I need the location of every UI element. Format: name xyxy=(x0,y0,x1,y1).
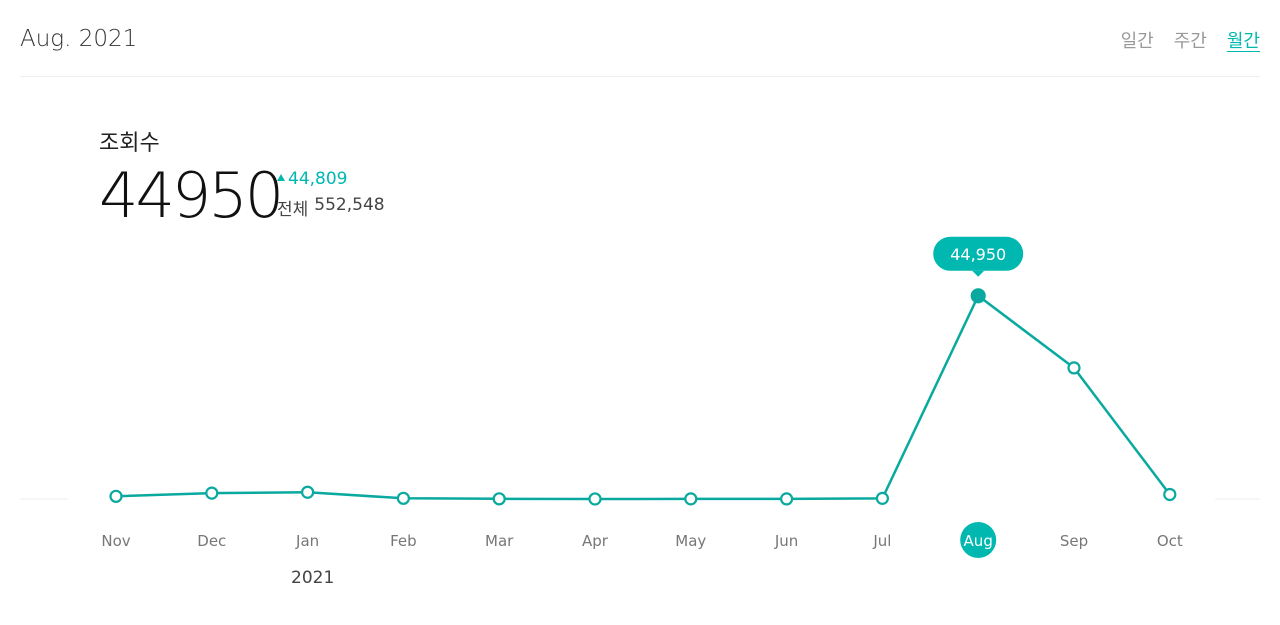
metric-total: 전체 552,548 xyxy=(277,195,385,220)
metric-total-value: 552,548 xyxy=(314,195,385,215)
metric-summary: 조회수 44950 44,809 전체 552,548 xyxy=(99,125,385,232)
x-tick-label-may: May xyxy=(675,532,706,550)
data-point-nov xyxy=(109,489,123,503)
data-point-oct xyxy=(1163,487,1177,502)
metric-side: 44,809 전체 552,548 xyxy=(277,169,385,220)
x-tick-label-nov: Nov xyxy=(101,532,130,550)
x-tick-label-apr: Apr xyxy=(582,532,609,550)
x-tick-label-jul: Jul xyxy=(872,532,891,550)
tab-weekly[interactable]: 주간 xyxy=(1173,31,1207,52)
tooltip-bubble xyxy=(933,236,1024,271)
metric-total-label: 전체 xyxy=(277,200,309,220)
data-point-aug xyxy=(970,288,986,304)
x-tick-label-sep: Sep xyxy=(1060,532,1088,550)
axis-year-label: 2021 xyxy=(291,568,335,588)
tab-daily[interactable]: 일간 xyxy=(1120,31,1154,52)
tab-monthly[interactable]: 월간 xyxy=(1226,31,1260,52)
x-tick-label-dec: Dec xyxy=(197,532,226,550)
x-tick-label-mar: Mar xyxy=(485,532,514,550)
data-point-sep xyxy=(1067,361,1081,375)
triangle-up-icon xyxy=(277,174,285,181)
tooltip-value: 44,950 xyxy=(950,245,1006,264)
tooltip-pointer xyxy=(972,270,985,277)
data-point-may xyxy=(684,492,698,506)
series-line xyxy=(115,294,1171,501)
x-tick-label-jan: Jan xyxy=(295,532,319,550)
data-point-apr xyxy=(588,492,602,506)
x-tick-label-aug: Aug xyxy=(964,532,993,550)
metric-delta-value: 44,809 xyxy=(288,169,348,189)
x-tick-label-feb: Feb xyxy=(390,532,417,550)
x-tick-label-jun: Jun xyxy=(774,532,798,550)
data-point-jul xyxy=(875,491,890,505)
data-point-mar xyxy=(492,492,506,506)
period-title: Aug. 2021 xyxy=(20,26,138,52)
data-point-jun xyxy=(779,492,794,506)
data-point-feb xyxy=(396,491,410,505)
metric-label: 조회수 xyxy=(99,131,160,156)
data-point-dec xyxy=(205,486,219,500)
x-tick-label-oct: Oct xyxy=(1157,532,1183,550)
metric-value: 44950 xyxy=(99,159,284,232)
header: Aug. 2021 일간 주간 월간 xyxy=(20,0,1260,77)
selected-month-marker xyxy=(960,522,997,558)
data-point-jan xyxy=(301,485,315,499)
metric-delta: 44,809 xyxy=(277,169,385,189)
period-tabs: 일간 주간 월간 xyxy=(1121,27,1260,53)
